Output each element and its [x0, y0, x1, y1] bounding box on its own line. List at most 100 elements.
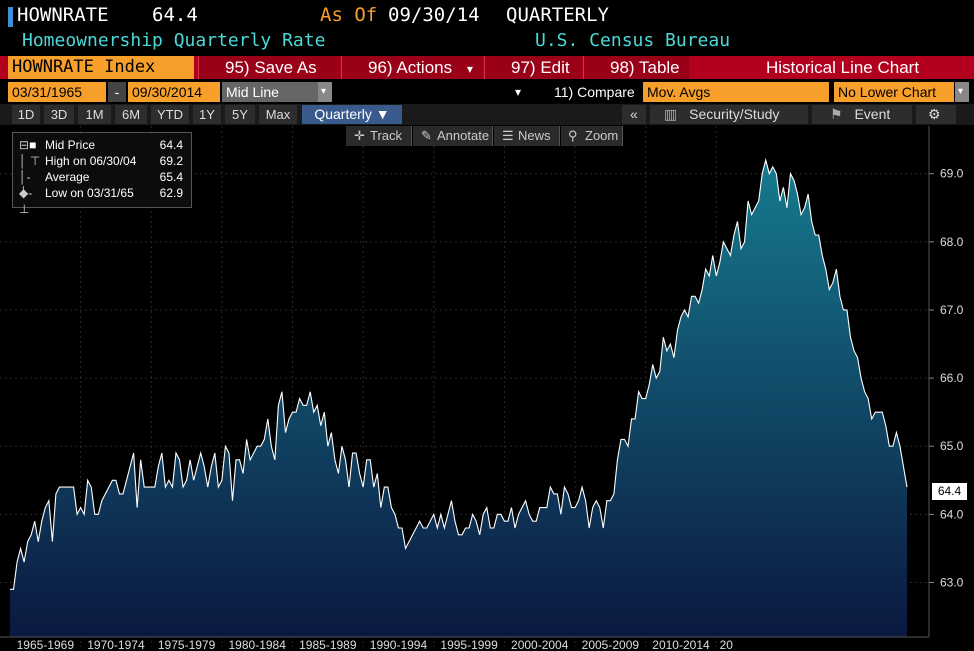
function-toolbar: HOWNRATE Index 95) Save As 96) Actions ▾… [0, 56, 974, 99]
x-tick-label: 1965-1969 [17, 638, 75, 651]
gear-icon[interactable]: ⚙ [916, 105, 956, 124]
date-separator: - [108, 82, 126, 102]
track-button[interactable]: ✛ Track [346, 126, 412, 146]
legend-row-high: │ ⊤ High on 06/30/04 69.2 [13, 153, 189, 169]
lower-chart-select[interactable]: No Lower Chart [834, 82, 954, 102]
x-tick-label: 1985-1989 [299, 638, 357, 651]
zoom-label: Zoom [585, 128, 619, 143]
last-value: 64.4 [152, 4, 198, 26]
actions-number: 96) [368, 58, 393, 77]
collapse-button[interactable]: « [622, 105, 646, 124]
table-button[interactable]: 98) Table [583, 56, 689, 79]
ticker-symbol: HOWNRATE [17, 4, 109, 26]
last-value-tag: 64.4 [932, 483, 967, 500]
legend-label: Mid Price [45, 138, 96, 152]
low-marker-icon: └ ⊥ [19, 186, 30, 216]
event-button[interactable]: ⚑ Event [812, 105, 912, 124]
annotate-button[interactable]: ✎ Annotate [413, 126, 493, 146]
x-tick-label: 2010-2014 [652, 638, 710, 651]
period-1m-button[interactable]: 1M [78, 105, 111, 124]
as-of-date: 09/30/14 [388, 4, 480, 26]
save-as-number: 95) [225, 58, 250, 77]
x-tick-label: 2000-2004 [511, 638, 569, 651]
edit-button[interactable]: 97) Edit ▾ [484, 56, 582, 99]
x-tick-label: 1980-1984 [229, 638, 287, 651]
y-tick-label: 64.0 [940, 507, 964, 521]
line-type-label: Mid Line [226, 84, 279, 100]
legend-label: Average [45, 170, 90, 184]
chart-area: 63.0 64.0 65.0 66.0 67.0 68.0 69.0 1965-1969 19… [0, 126, 974, 651]
security-study-button[interactable]: ▥ Security/Study [650, 105, 808, 124]
table-number: 98) [610, 58, 635, 77]
news-icon: ☰ [502, 128, 514, 143]
chart-legend[interactable]: ⊟■ Mid Price 64.4 │ ⊤ High on 06/30/04 6… [12, 132, 192, 216]
legend-value: 62.9 [159, 186, 183, 200]
legend-row-low: └ ⊥ Low on 03/31/65 62.9 [13, 185, 189, 216]
series-area [10, 160, 907, 637]
x-tick-label: 1970-1974 [87, 638, 145, 651]
series-line [10, 157, 908, 590]
period-1y-button[interactable]: 1Y [193, 105, 221, 124]
y-tick-label: 66.0 [940, 371, 964, 385]
flag-icon: ⚑ [830, 106, 843, 122]
high-marker-icon: │ ⊤ [19, 154, 41, 168]
actions-button[interactable]: 96) Actions ▾ [341, 56, 483, 79]
news-button[interactable]: ☰ News [494, 126, 560, 146]
security-field[interactable]: HOWNRATE Index [8, 56, 194, 79]
security-study-icon: ▥ [664, 106, 678, 122]
frequency-label: QUARTERLY [506, 4, 609, 26]
security-header: HOWNRATE 64.4 As Of 09/30/14 QUARTERLY [0, 4, 974, 28]
compare-select[interactable]: Mov. Avgs [643, 82, 829, 102]
end-date-field[interactable]: 09/30/2014 [128, 82, 220, 102]
legend-value: 69.2 [159, 154, 183, 168]
frequency-select[interactable]: Quarterly ▼ [302, 105, 402, 124]
legend-square-icon: ⊟■ [19, 138, 37, 152]
legend-label: Low on 03/31/65 [45, 186, 134, 200]
period-max-button[interactable]: Max [259, 105, 297, 124]
compare-label: 11) Compare [554, 82, 635, 102]
data-source: U.S. Census Bureau [535, 30, 731, 51]
y-tick-label: 69.0 [940, 167, 964, 181]
grid [0, 126, 929, 647]
as-of-label: As Of [320, 4, 378, 26]
security-description: Homeownership Quarterly Rate [22, 30, 326, 51]
period-5y-button[interactable]: 5Y [225, 105, 255, 124]
annotate-label: Annotate [437, 128, 490, 143]
chevron-down-icon[interactable]: ▾ [955, 82, 969, 102]
legend-row-average: │-◆- Average 65.4 [13, 169, 189, 200]
period-1d-button[interactable]: 1D [12, 105, 40, 124]
y-tick-label: 65.0 [940, 439, 964, 453]
start-date-field[interactable]: 03/31/1965 [8, 82, 106, 102]
date-range-row: 03/31/1965 - 09/30/2014 Mid Line ▾ 11) C… [0, 82, 974, 102]
y-tick-label: 68.0 [940, 235, 964, 249]
price-chart[interactable]: 63.064.065.066.067.068.069.0 1965-1969 19… [0, 126, 974, 651]
edit-number: 97) [511, 58, 536, 77]
x-tick-label: 2005-2009 [582, 638, 640, 651]
chevron-down-icon[interactable]: ▾ [318, 82, 332, 102]
x-tick-label: 1990-1994 [370, 638, 428, 651]
period-6m-button[interactable]: 6M [115, 105, 147, 124]
period-ytd-button[interactable]: YTD [151, 105, 189, 124]
news-label: News [518, 128, 551, 143]
compare-number: 11) [554, 84, 574, 100]
legend-value: 65.4 [159, 170, 183, 184]
compare-text: Compare [577, 84, 635, 100]
magnifier-icon: ⚲ [568, 128, 578, 143]
x-tick-label: 20 [720, 638, 734, 651]
y-tick-label: 67.0 [940, 303, 964, 317]
period-3d-button[interactable]: 3D [44, 105, 74, 124]
table-label: Table [639, 58, 680, 77]
legend-value: 64.4 [159, 138, 183, 152]
crosshair-icon: ✛ [354, 128, 365, 143]
security-study-label: Security/Study [689, 106, 780, 122]
chart-title: Historical Line Chart [766, 58, 920, 77]
x-axis: 1965-1969 1970-1974 1975-1979 1980-1984 1985… [0, 636, 929, 651]
edit-label: Edit [540, 58, 570, 77]
period-toolbar: 1D 3D 1M 6M YTD 1Y 5Y Max Quarterly ▼ « … [0, 104, 974, 125]
legend-label: High on 06/30/04 [45, 154, 137, 168]
average-marker-icon: │-◆- [19, 170, 33, 200]
save-as-button[interactable]: 95) Save As [198, 56, 340, 79]
header-accent-bar [8, 7, 13, 27]
line-type-select[interactable]: Mid Line [222, 82, 318, 102]
zoom-button[interactable]: ⚲ Zoom [561, 126, 623, 146]
